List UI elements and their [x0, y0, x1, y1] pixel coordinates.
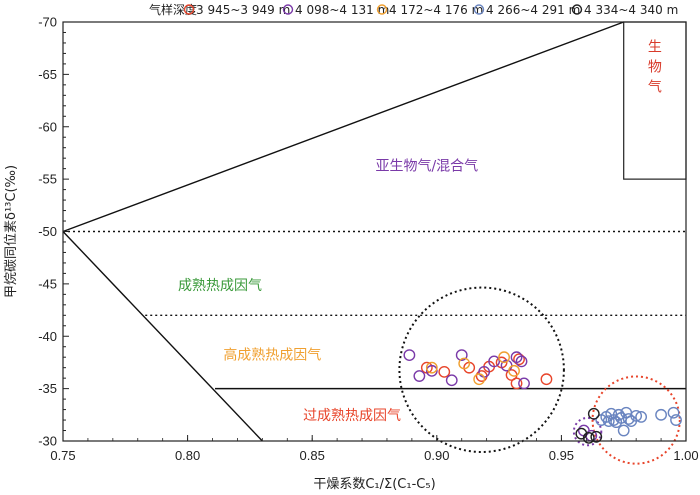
- data-point: [617, 424, 630, 437]
- x-tick-label: 1.00: [673, 448, 698, 463]
- data-point: [473, 373, 486, 386]
- y-tick-label: -45: [38, 276, 57, 291]
- data-point: [510, 377, 523, 390]
- legend-marker: [376, 4, 388, 15]
- axes: 0.75 0.80 0.85 0.90 0.95 1.00 -70 -65 -60 -55 -50 -…: [4, 15, 699, 493]
- cluster-ellipse-purple: [572, 416, 603, 447]
- boundary-upper-diagonal: [62, 21, 624, 233]
- cluster-ellipse-red: [591, 375, 681, 465]
- data-point: [458, 357, 471, 370]
- legend-marker: [571, 4, 583, 15]
- region-label-sub-bio: 亚生物气/混合气: [375, 159, 478, 175]
- data-point: [612, 408, 625, 421]
- region-label-bio-char: 气: [648, 79, 662, 95]
- data-point: [540, 373, 553, 386]
- data-point: [587, 407, 600, 420]
- data-point: [438, 365, 451, 378]
- y-tick-label: -60: [38, 119, 57, 134]
- data-point: [605, 407, 618, 420]
- data-point: [667, 406, 680, 419]
- legend-label: 4 334~4 340 m: [584, 3, 678, 17]
- y-tick-label: -30: [38, 434, 57, 449]
- legend-title: 气样深度: [149, 2, 197, 17]
- data-point: [670, 414, 682, 426]
- legend-marker: [473, 4, 485, 15]
- data-point: [515, 355, 528, 368]
- data-point: [498, 351, 510, 364]
- data-point: [655, 408, 667, 421]
- region-label-bio-char: 物: [648, 59, 662, 75]
- data-point: [518, 377, 530, 390]
- region-lines: [62, 21, 687, 442]
- boundary-lower-diagonal: [62, 231, 263, 442]
- x-tick-label: 0.75: [50, 448, 75, 463]
- x-tick-label: 0.80: [175, 448, 200, 463]
- data-point: [455, 349, 468, 362]
- data-point: [622, 413, 635, 425]
- data-point: [413, 370, 426, 382]
- legend-label: 4 266~4 291 m: [486, 3, 580, 17]
- x-tick-label: 0.90: [424, 448, 449, 463]
- legend-label: 4 172~4 176 m: [389, 3, 483, 17]
- data-point: [425, 364, 438, 377]
- region-label-bio-char: 生: [648, 39, 662, 55]
- legend-marker: [183, 4, 195, 15]
- y-tick-label: -50: [38, 224, 57, 239]
- y-tick-label: -65: [38, 67, 57, 82]
- x-axis-title: 干燥系数C₁/Σ(C₁-C₅): [313, 477, 435, 492]
- data-point: [602, 415, 615, 427]
- legend-label: 3 945~3 949 m: [196, 3, 290, 17]
- y-tick-label: -55: [38, 172, 57, 187]
- region-label-high-mature: 高成熟热成因气: [223, 346, 321, 363]
- data-point: [582, 431, 595, 444]
- data-point: [590, 430, 603, 443]
- data-point: [577, 424, 590, 437]
- y-tick-label: -40: [38, 329, 57, 344]
- y-tick-label: -70: [38, 15, 57, 30]
- cluster-ellipse-high-mature: [398, 286, 565, 454]
- region-label-over-mature: 过成熟热成因气: [303, 408, 401, 424]
- data-point: [425, 361, 438, 374]
- data-point: [403, 349, 416, 362]
- data-point: [508, 364, 520, 377]
- data-point: [635, 411, 648, 423]
- x-tick-label: 0.85: [300, 448, 325, 463]
- legend-label: 4 098~4 131 m: [295, 3, 389, 17]
- data-point: [513, 353, 525, 366]
- data-point: [445, 374, 458, 387]
- data-point: [630, 409, 643, 422]
- region-label-mature: 成熟热成因气: [178, 278, 262, 294]
- data-point: [488, 355, 501, 368]
- y-tick-label: -35: [38, 381, 57, 396]
- cluster-ellipses: [398, 286, 681, 465]
- data-points: [403, 349, 682, 444]
- y-axis-title: 甲烷碳同位素δ¹³C(‰): [4, 165, 19, 298]
- x-tick-label: 0.95: [549, 448, 574, 463]
- legend-marker: [282, 4, 294, 15]
